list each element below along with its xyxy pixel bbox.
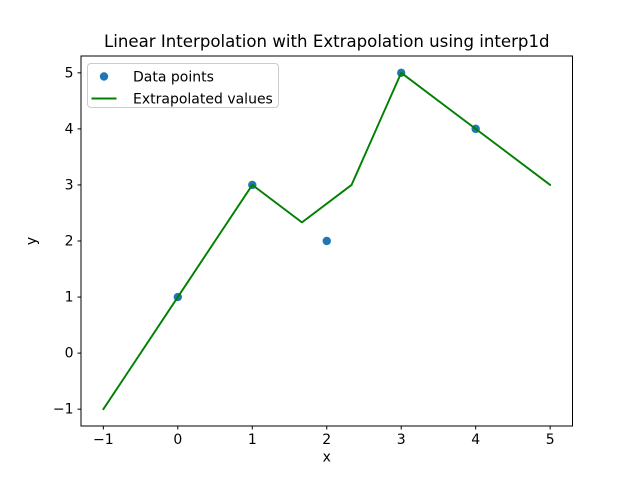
x-tick-label: 2 — [322, 432, 331, 448]
y-tick-label: 1 — [65, 290, 74, 306]
x-tick-label: 5 — [546, 432, 555, 448]
data-point-marker — [322, 236, 331, 246]
y-tick-label: 0 — [65, 346, 74, 362]
y-tick-label: 4 — [65, 121, 74, 137]
y-tick-label: −1 — [53, 402, 74, 418]
x-tick-label: 3 — [397, 432, 406, 448]
extrapolated-line — [102, 71, 552, 411]
legend-label-extrapolated: Extrapolated values — [133, 92, 273, 108]
y-axis-ticks: −1 0 1 2 3 4 5 — [53, 65, 81, 418]
y-tick-label: 3 — [65, 177, 74, 193]
x-tick-label: −1 — [93, 432, 114, 448]
y-axis-label: y — [24, 237, 40, 245]
x-axis-label: x — [323, 450, 331, 466]
legend-marker-data-points-icon — [99, 72, 109, 81]
x-tick-label: 1 — [248, 432, 257, 448]
series-layer — [102, 68, 552, 411]
x-tick-label: 4 — [471, 432, 480, 448]
x-axis-ticks: −1 0 1 2 3 4 5 — [93, 426, 555, 448]
legend-label-data-points: Data points — [133, 70, 214, 86]
y-tick-label: 5 — [65, 65, 74, 81]
y-tick-label: 2 — [65, 234, 74, 250]
x-tick-label: 0 — [173, 432, 182, 448]
legend-box — [87, 63, 279, 108]
legend: Data points Extrapolated values — [87, 63, 279, 108]
chart-title: Linear Interpolation with Extrapolation … — [104, 32, 550, 51]
